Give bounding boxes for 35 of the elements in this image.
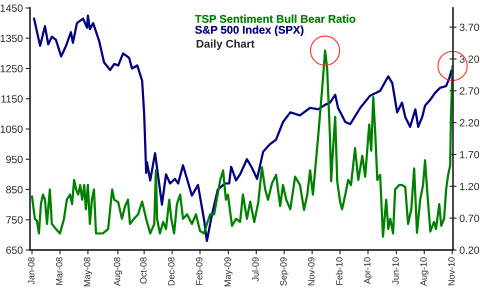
y2-tick-label: 0.20 [460,246,480,254]
x-tick-label: Nov-10 [448,257,455,286]
x-tick-label: Jan-08 [28,257,34,284]
x-tick-label: May-08 [84,257,92,286]
x-tick-label: Aug-10 [420,257,428,286]
x-tick-label: Jul-09 [252,257,259,282]
y2-tick-label: 1.20 [460,182,480,190]
y2-tick-label: 2.70 [460,87,480,95]
x-tick-label: Dec-08 [168,257,175,286]
y-tick-label: 1250 [0,65,23,72]
text: TSP Sentiment Bull Bear Ratio [194,14,356,23]
x-tick-label: Apr-10 [364,257,372,284]
y-tick-label: 750 [6,216,23,224]
x-tick-label: Nov-09 [308,257,315,286]
x-tick-label: Aug-08 [114,257,122,286]
x-tick-label: Mar-08 [56,257,62,285]
y-tick-label: 650 [6,246,23,254]
x-tick-label: May-09 [224,257,233,286]
y-tick-label: 1150 [1,95,23,103]
x-tick-label: Jun-10 [392,257,399,284]
x-tick-label: Sep-09 [280,257,288,286]
y2-tick-label: 0.70 [460,214,480,222]
x-tick-label: Feb-10 [336,257,342,285]
y-tick-label: 1050 [0,126,23,133]
y-tick-label: 850 [6,186,23,194]
y2-tick-label: 3.70 [460,24,480,31]
y-tick-label: 950 [6,156,23,164]
text: Daily Chart [196,40,254,50]
y2-tick-label: 1.70 [460,150,480,158]
y-tick-label: 1350 [0,34,23,42]
y2-tick-label: 2.20 [460,119,480,127]
y-tick-label: 1450 [0,4,23,12]
text: S&P 500 Index (SPX) [195,26,304,36]
x-tick-label: Feb-09 [196,257,202,285]
x-tick-label: Oct-08 [140,257,147,284]
